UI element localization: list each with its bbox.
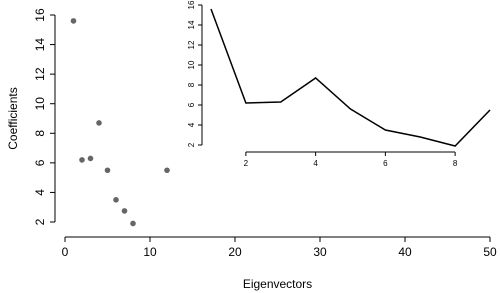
x-tick-label: 40: [398, 245, 412, 259]
y-tick-label: 4: [33, 189, 47, 196]
y-tick-label: 16: [33, 8, 47, 22]
y-tick-label: 6: [187, 102, 196, 107]
y-tick-label: 6: [33, 159, 47, 166]
x-tick-label: 6: [383, 159, 388, 168]
y-tick-label: 8: [187, 82, 196, 87]
x-tick-label: 4: [313, 159, 318, 168]
y-tick-label: 4: [187, 122, 196, 127]
y-tick-label: 14: [187, 20, 196, 29]
y-tick-label: 16: [187, 0, 196, 9]
y-tick-label: 14: [33, 38, 47, 52]
y-tick-label: 10: [187, 60, 196, 69]
point: [79, 157, 85, 163]
point: [121, 208, 128, 214]
x-tick-label: 0: [62, 245, 69, 259]
point: [164, 167, 170, 174]
point: [104, 167, 111, 174]
x-axis-label: Eigenvectors: [243, 277, 312, 291]
x-tick-label: 8: [453, 159, 458, 168]
y-tick-label: 12: [187, 40, 196, 49]
y-axis-label: Coefficients: [6, 87, 20, 149]
point: [70, 18, 77, 24]
x-tick-label: 50: [483, 245, 497, 259]
y-tick-label: 12: [33, 67, 47, 81]
point: [87, 155, 94, 162]
main-plot: 0 10 20 30 40 50 2 4 6 8 10 12 14 16 Eigenvectors Coeff…: [6, 8, 497, 291]
point: [130, 220, 136, 227]
point: [96, 120, 102, 126]
y-tick-label: 8: [33, 130, 47, 137]
y-tick-label: 2: [187, 142, 196, 147]
x-tick-label: 20: [228, 245, 242, 259]
inset-plot: 2 4 6 8 2 4 6 8 10 12 14 16: [187, 0, 491, 168]
x-tick-label: 30: [313, 245, 327, 259]
point: [113, 197, 119, 203]
y-tick-label: 2: [33, 218, 47, 225]
x-tick-label: 10: [143, 245, 157, 259]
line: [210, 8, 491, 147]
x-tick-label: 2: [244, 159, 249, 168]
y-tick-label: 10: [33, 97, 47, 111]
